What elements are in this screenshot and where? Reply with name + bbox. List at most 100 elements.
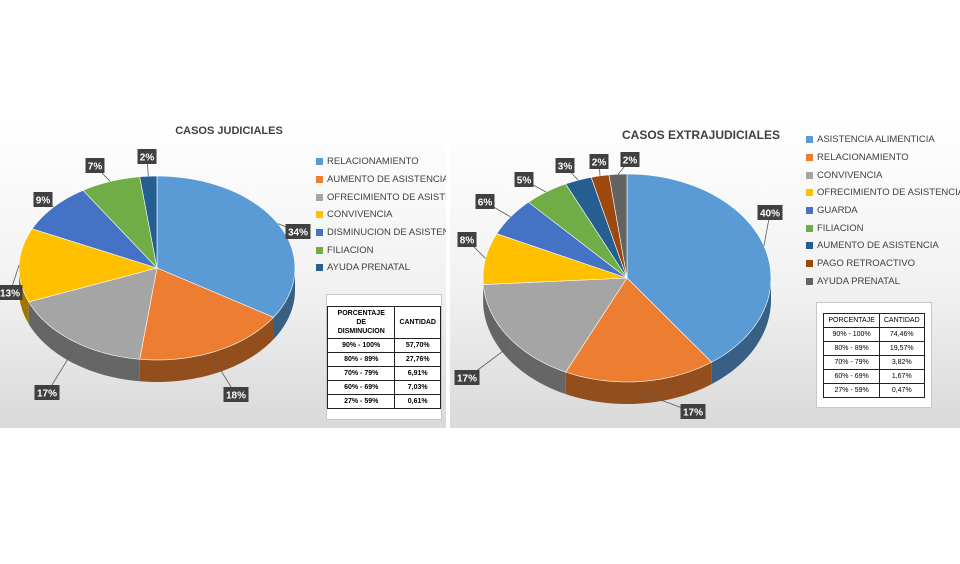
pie-slice-filiacion [82, 176, 158, 269]
data-label-box [454, 370, 480, 385]
table-row: 80% - 89% 19,57% [823, 340, 925, 356]
table-cell: 60% - 69% [823, 368, 880, 384]
data-label-box [223, 387, 249, 402]
table-row: 60% - 69% 1,67% [823, 368, 925, 384]
table-cell: 0,47% [878, 382, 925, 398]
table-cell: 27% - 59% [326, 393, 396, 409]
data-label-box [34, 385, 60, 400]
legend-item: AYUDA PRENATAL [316, 259, 446, 277]
table-cell: 3,82% [878, 354, 925, 370]
legend-label: DISMINUCION DE ASISTENCIA [327, 227, 446, 239]
table-cell: 80% - 89% [823, 340, 880, 356]
table-header: PORCENTAJE [823, 312, 880, 328]
legend-label: FILIACION [327, 244, 374, 256]
table-cell: 74,46% [878, 326, 925, 342]
legend-label: FILIACION [817, 222, 864, 234]
legend-item: OFRECIMIENTO DE ASISTENCIA [806, 184, 960, 202]
legend-label: CONVIVENCIA [817, 169, 883, 181]
data-label: 2% [592, 158, 607, 169]
legend-swatch [806, 277, 813, 285]
table-cell: 0,61% [394, 393, 441, 409]
data-label: 17% [457, 374, 477, 385]
table-cell: 6,91% [394, 365, 441, 381]
pie-slice-aumento-de-asistencia [139, 267, 275, 361]
pie-slice-side [483, 284, 566, 395]
legend-label: GUARDA [817, 205, 858, 217]
legend-swatch [806, 224, 813, 232]
pie-slice-relacionamiento [565, 277, 713, 383]
legend-swatch [806, 136, 813, 144]
pie-slice-side [28, 301, 140, 382]
data-label-box [457, 232, 477, 247]
legend-swatch [806, 189, 813, 197]
data-label: 34% [288, 228, 308, 239]
table-cell: 57,70% [394, 337, 441, 353]
legend-label: CONVIVENCIA [327, 209, 393, 221]
legend-item: AYUDA PRENATAL [806, 273, 960, 291]
pie-chart-judiciales: CASOS JUDICIALES 34% 18% 17% 13% 9% 7% 2% [0, 125, 311, 402]
pie-slice-ofrecimiento-de-asistencia [482, 233, 628, 285]
data-label-box [475, 194, 495, 209]
legend-swatch [316, 246, 323, 254]
legend-label: RELACIONAMIENTO [327, 156, 419, 168]
table-cell: 27% - 59% [823, 382, 880, 398]
data-label-box [555, 158, 575, 173]
data-label: 2% [623, 156, 638, 167]
legend-item: CONVIVENCIA [806, 166, 960, 184]
data-label: 5% [517, 176, 532, 187]
legend-label: PAGO RETROACTIVO [817, 258, 916, 270]
table-cell: 7,03% [394, 379, 441, 395]
table-cell: 70% - 79% [823, 354, 880, 370]
data-label: 3% [558, 162, 573, 173]
table-row: 80% - 89% 27,76% [326, 351, 441, 367]
pie-chart-extrajudiciales: CASOS EXTRAJUDICIALES 40% 17% 17% 8% 6% 5% 3% 2… [454, 128, 783, 419]
pie-slice-filiacion [527, 183, 628, 279]
data-label: 17% [37, 389, 57, 400]
legend-swatch [806, 260, 813, 268]
data-label: 17% [683, 408, 703, 419]
data-label-box [0, 285, 23, 300]
legend-label: ASISTENCIA ALIMENTICIA [817, 134, 935, 146]
legend-swatch [316, 264, 323, 272]
pie-slice-side [711, 278, 771, 385]
table-cell: 60% - 69% [326, 379, 396, 395]
data-label: 8% [460, 236, 475, 247]
pie-slice-side [565, 362, 712, 404]
data-label-box [137, 149, 157, 164]
pie-slice-ofrecimiento-de-asistencia [28, 267, 158, 360]
legend-label: AYUDA PRENATAL [327, 262, 410, 274]
chart-legend: ASISTENCIA ALIMENTICIA RELACIONAMIENTO CON… [806, 131, 960, 290]
pie-slice-asistencia-alimenticia [626, 173, 772, 363]
chart-panel-extrajudiciales: CASOS EXTRAJUDICIALES 40% 17% 17% 8% 6% 5% 3% 2… [450, 120, 960, 428]
chart-panel-judiciales: CASOS JUDICIALES 34% 18% 17% 13% 9% 7% 2% RELA… [0, 120, 446, 428]
legend-label: OFRECIMIENTO DE ASISTENCIA [327, 191, 446, 203]
legend-label: AUMENTO DE ASISTENCIA [327, 174, 446, 186]
legend-swatch [806, 154, 813, 162]
table-cell: 80% - 89% [326, 351, 396, 367]
legend-item: FILIACION [316, 241, 446, 259]
legend-label: AUMENTO DE ASISTENCIA [817, 240, 939, 252]
table-row: 70% - 79% 3,82% [823, 354, 925, 370]
table-row: 90% - 100% 57,70% [326, 337, 441, 353]
legend-item: AUMENTO DE ASISTENCIA [316, 171, 446, 189]
table-row: 27% - 59% 0,61% [326, 393, 441, 409]
data-label: 13% [0, 289, 20, 300]
table-row: 90% - 100% 74,46% [823, 326, 925, 342]
data-label-box [620, 152, 640, 167]
data-label-box [85, 158, 105, 173]
data-label: 7% [88, 162, 103, 173]
percentage-table: PORCENTAJE CANTIDAD 90% - 100% 74,46% 80% - … [816, 302, 932, 408]
legend-label: AYUDA PRENATAL [817, 275, 900, 287]
table-cell: 1,67% [878, 368, 925, 384]
table-row: 27% - 59% 0,47% [823, 382, 925, 398]
data-label: 2% [140, 153, 155, 164]
table-row: 60% - 69% 7,03% [326, 379, 441, 395]
table-header: CANTIDAD [878, 312, 925, 328]
table-header: PORCENTAJE DE DISMINUCION [326, 305, 396, 339]
percentage-table: PORCENTAJE DE DISMINUCION CANTIDAD 90% - 1… [326, 294, 442, 420]
legend-item: OFRECIMIENTO DE ASISTENCIA [316, 188, 446, 206]
legend-label: RELACIONAMIENTO [817, 152, 909, 164]
table-cell: 70% - 79% [326, 365, 396, 381]
legend-label: OFRECIMIENTO DE ASISTENCIA [817, 187, 960, 199]
pie-slice-side [139, 317, 274, 382]
